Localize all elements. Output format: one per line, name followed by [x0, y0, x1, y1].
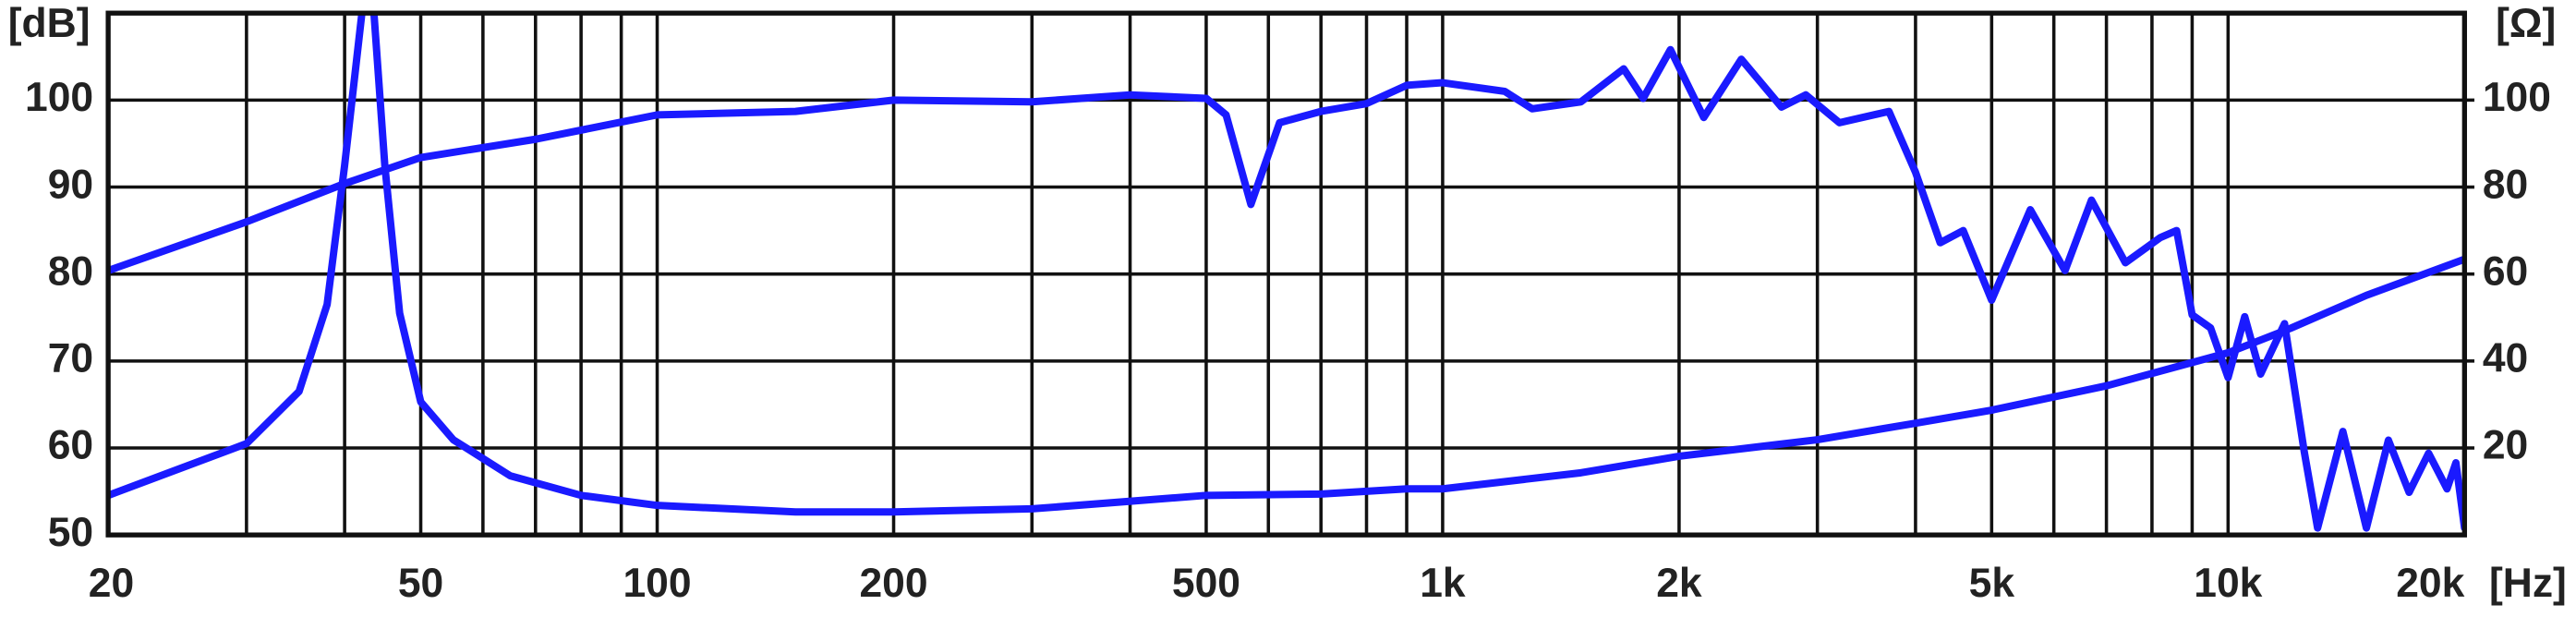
y2-tick-label: 40 [2483, 336, 2528, 381]
x-tick-label: 200 [859, 561, 927, 606]
y-tick-label: 60 [48, 423, 93, 468]
x-tick-label: 100 [623, 561, 691, 606]
y-axis-label: [dB] [8, 1, 91, 46]
y-tick-label: 80 [48, 248, 93, 294]
x-tick-label: 1k [1420, 561, 1466, 606]
x-axis-label: [Hz] [2489, 561, 2567, 606]
y2-tick-label: 80 [2483, 162, 2528, 207]
y2-tick-label: 20 [2483, 423, 2528, 468]
y-tick-label: 90 [48, 162, 93, 207]
x-tick-label: 20 [89, 561, 134, 606]
y2-axis-label: [Ω] [2496, 1, 2556, 46]
x-tick-label: 10k [2194, 561, 2262, 606]
series-line [108, 45, 2465, 532]
plot-area [108, 13, 2465, 532]
x-tick-label: 2k [1656, 561, 1702, 606]
x-tick-label: 5k [1969, 561, 2015, 606]
y-tick-label: 100 [25, 75, 93, 120]
x-tick-label: 500 [1172, 561, 1240, 606]
plot-frame [105, 10, 2467, 538]
grid [106, 13, 2474, 537]
y-tick-label: 70 [48, 336, 93, 381]
y-tick-label: 50 [48, 510, 93, 555]
y2-tick-label: 60 [2483, 248, 2528, 294]
y2-tick-label: 100 [2483, 75, 2551, 120]
series-line [108, 13, 2465, 516]
x-tick-label: 20k [2396, 561, 2464, 606]
x-tick-label: 50 [398, 561, 443, 606]
